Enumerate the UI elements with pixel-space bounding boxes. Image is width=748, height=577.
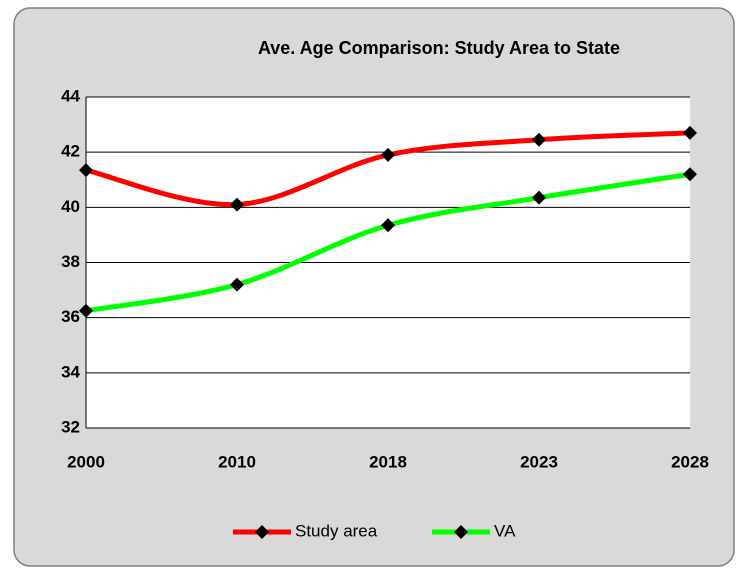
chart-title: Ave. Age Comparison: Study Area to State xyxy=(258,38,620,58)
legend-marker xyxy=(454,525,468,539)
legend-label: VA xyxy=(494,521,516,540)
y-tick-label: 40 xyxy=(61,197,80,216)
data-point xyxy=(79,303,93,318)
legend-label: Study area xyxy=(295,521,378,540)
data-point xyxy=(381,147,395,162)
x-tick-label: 2023 xyxy=(520,452,558,471)
data-point xyxy=(683,167,697,182)
data-point xyxy=(532,132,546,147)
data-point xyxy=(79,163,93,178)
data-point xyxy=(532,190,546,205)
data-point xyxy=(230,277,244,292)
data-point xyxy=(683,125,697,140)
y-tick-label: 38 xyxy=(61,252,80,271)
data-point xyxy=(381,218,395,233)
data-point xyxy=(230,197,244,212)
y-tick-label: 32 xyxy=(61,417,80,436)
y-tick-label: 36 xyxy=(61,307,80,326)
x-tick-label: 2018 xyxy=(369,452,407,471)
y-tick-label: 42 xyxy=(61,142,80,161)
x-tick-label: 2028 xyxy=(671,452,709,471)
legend-marker xyxy=(255,525,269,539)
x-tick-label: 2010 xyxy=(218,452,256,471)
x-tick-label: 2000 xyxy=(67,452,105,471)
y-tick-label: 44 xyxy=(61,86,80,105)
y-tick-label: 34 xyxy=(61,362,80,381)
